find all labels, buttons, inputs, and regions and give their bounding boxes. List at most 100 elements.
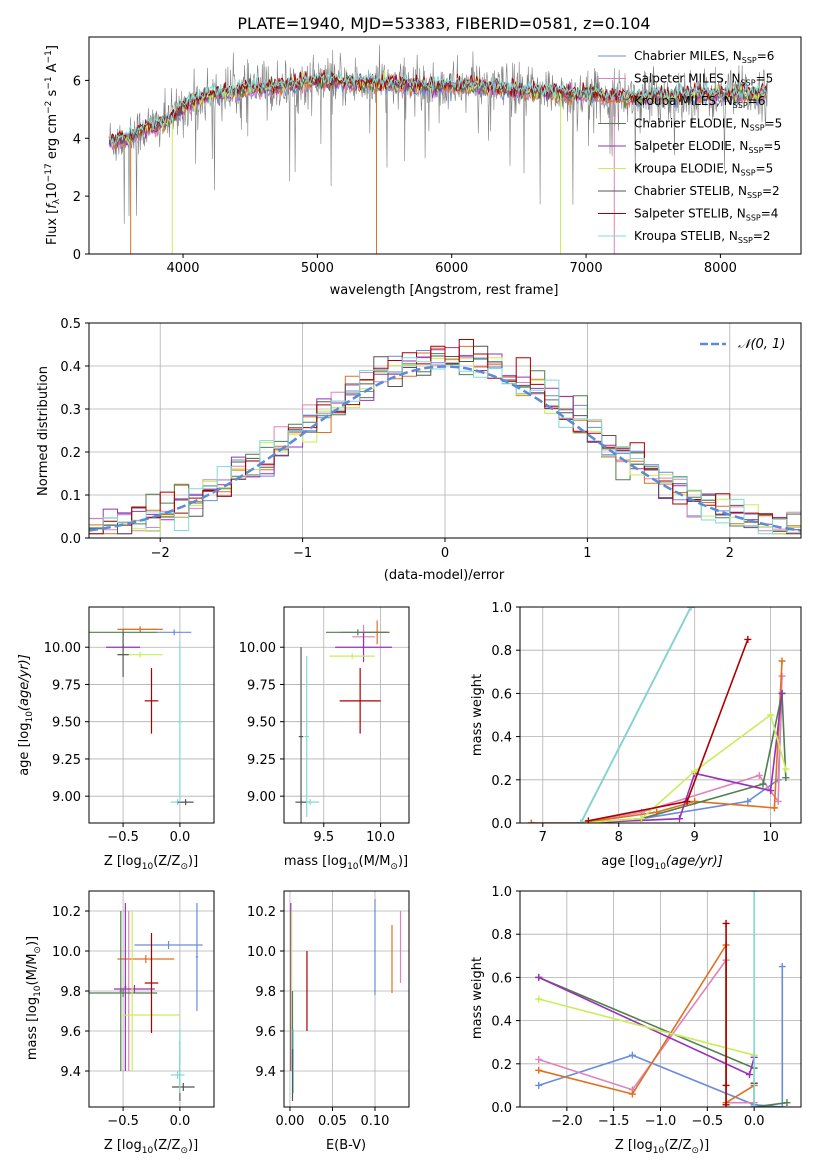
weight-marker-salpeter_stelib — [584, 817, 592, 823]
panel-ticks: −0.5 0.0 9.4 9.6 9.8 10.0 10.2 — [52, 905, 190, 1129]
ytick-label: 9.8 — [60, 985, 81, 1000]
panel-ticks: 7 8 9 10 0.0 0.2 0.4 0.6 0.8 1.0 — [491, 601, 779, 845]
ytick-label: 9.75 — [247, 678, 276, 693]
weight-marker-salpeter_elodie — [535, 973, 543, 981]
xtick-label: −1.5 — [598, 1114, 630, 1129]
weight-line-salpeter_miles — [538, 957, 755, 1104]
xtick-label: −0.5 — [107, 1114, 139, 1129]
spectrum-xtick-label: 4000 — [166, 261, 199, 276]
weight-marker-kroupa_miles — [770, 804, 778, 812]
xtick-label: 10.0 — [366, 830, 395, 845]
weight-line-salpeter_stelib — [588, 639, 749, 822]
xtick-label: 9 — [691, 830, 699, 845]
ytick-label: 0.0 — [491, 817, 512, 832]
ytick-label: 0.2 — [491, 1058, 512, 1073]
weight-marker-chabrier_elodie — [782, 774, 790, 782]
weight-marker-kroupa_elodie — [782, 765, 790, 773]
xtick-label: 7 — [539, 830, 547, 845]
xtick-label: −0.5 — [107, 830, 139, 845]
weight-marker-salpeter_miles — [755, 771, 763, 779]
legend-label-kroupa_miles: Kroupa MILES, NSSP=6 — [634, 94, 765, 110]
weight-marker-salpeter_elodie — [767, 787, 775, 795]
weight-marker-kroupa_miles — [778, 657, 786, 665]
spectrum-ytick-label: 0 — [73, 248, 81, 263]
weight-marker-kroupa_elodie — [691, 767, 699, 775]
legend-label-chabrier_stelib: Chabrier STELIB, NSSP=2 — [634, 184, 780, 200]
age-mass-xlabel: mass [log10(M/M⊙)] — [284, 854, 408, 872]
ytick-label: 10.2 — [52, 905, 81, 920]
model-spectrum-kroupa_stelib — [108, 72, 768, 146]
weight-marker-chabrier_miles — [535, 1081, 543, 1089]
age-vs-mass-panel: 9.5 10.0 9.00 9.25 9.50 9.75 10.00 — [239, 606, 410, 845]
panel-ticks: 9.5 10.0 9.00 9.25 9.50 9.75 10.00 — [239, 641, 395, 845]
ytick-label: 0.8 — [491, 644, 512, 659]
hist-ytick-label: 0.4 — [60, 360, 81, 375]
panel-grid — [284, 607, 409, 823]
hist-xtick-label: 0 — [441, 546, 449, 561]
hist-ytick-label: 0.2 — [60, 446, 81, 461]
ytick-label: 9.25 — [247, 753, 276, 768]
weight-marker-salpeter_stelib — [722, 1101, 730, 1107]
ytick-label: 9.4 — [255, 1065, 276, 1080]
model-spectrum-salpeter_stelib — [108, 70, 768, 142]
xtick-label: −1.0 — [645, 1114, 677, 1129]
residual-xlabel: (data-model)/error — [384, 568, 505, 583]
ytick-label: 9.8 — [255, 985, 276, 1000]
weight-marker-kroupa_miles — [628, 1090, 636, 1098]
weight-marker-kroupa_elodie — [535, 995, 543, 1003]
ytick-label: 10.0 — [52, 945, 81, 960]
panel-grid — [520, 606, 801, 824]
weight-marker-kroupa_miles — [527, 819, 535, 823]
weight-line-salpeter_elodie — [580, 693, 783, 823]
hist-ytick-label: 0.3 — [60, 403, 81, 418]
panel-ticks: 0.00 0.05 0.10 9.4 9.6 9.8 10.0 10.2 — [247, 905, 389, 1129]
spectrum-xtick-label: 8000 — [704, 261, 737, 276]
panel-frame — [283, 890, 410, 1108]
legend-label-kroupa_stelib: Kroupa STELIB, NSSP=2 — [634, 229, 771, 245]
ytick-label: 10.00 — [239, 641, 276, 656]
weight-vs-metallicity-panel: −2.0 −1.5 −1.0 −0.5 0.0 0.0 0.2 0.4 0.6 0.8 1.0 — [491, 885, 802, 1129]
weight-line-salpeter_miles — [531, 676, 783, 823]
residual-ylabel: Normed distribution — [36, 366, 51, 496]
panel-grid — [284, 891, 409, 1107]
xtick-label: 0.0 — [170, 1114, 191, 1129]
spectrum-xtick-label: 5000 — [301, 261, 334, 276]
weight-marker-salpeter_stelib — [744, 635, 752, 643]
panel-frame — [519, 606, 802, 824]
weight-marker-chabrier_miles — [778, 963, 786, 971]
weight-marker-kroupa_stelib — [577, 819, 585, 823]
weight-marker-salpeter_stelib — [683, 797, 691, 805]
spectrum-xtick-label: 6000 — [435, 261, 468, 276]
xtick-label: 0.00 — [275, 1114, 304, 1129]
ytick-label: 0.8 — [491, 928, 512, 943]
weight-marker-kroupa_elodie — [638, 815, 646, 823]
ytick-label: 1.0 — [491, 885, 512, 900]
weight-line-kroupa_miles — [531, 660, 783, 823]
ytick-label: 0.4 — [491, 731, 512, 746]
normal-legend-label: 𝒩(0, 1) — [738, 337, 785, 352]
panel-grid — [520, 890, 801, 1108]
mass-z-xlabel: Z [log10(Z/Z⊙)] — [104, 1138, 198, 1156]
legend-label-salpeter_miles: Salpeter MILES, NSSP=5 — [634, 72, 773, 88]
xtick-label: −0.5 — [692, 1114, 724, 1129]
panel-frame — [88, 890, 215, 1108]
mass-vs-metallicity-panel: −0.5 0.0 9.4 9.6 9.8 10.0 10.2 — [52, 890, 215, 1129]
weight-line-kroupa_stelib — [580, 607, 692, 823]
spectrum-ylabel: Flux [fλ10−17 erg cm−2 s−1 A−1] — [44, 45, 62, 245]
xtick-label: 10 — [762, 830, 779, 845]
xtick-label: 0.05 — [318, 1114, 347, 1129]
ytick-label: 9.6 — [60, 1025, 81, 1040]
ytick-label: 9.25 — [52, 753, 81, 768]
weight-z-xlabel: Z [log10(Z/Z⊙)] — [615, 1138, 709, 1156]
legend-label-salpeter_elodie: Salpeter ELODIE, NSSP=5 — [634, 139, 781, 155]
panel-marks — [290, 899, 402, 1101]
ytick-label: 9.6 — [255, 1025, 276, 1040]
weight-marker-chabrier_elodie — [759, 780, 767, 788]
spectrum-ytick-label: 2 — [73, 190, 81, 205]
panel-marks — [89, 626, 194, 806]
ytick-label: 9.4 — [60, 1065, 81, 1080]
hist-xtick-label: −2 — [151, 546, 170, 561]
ytick-label: 0.0 — [491, 1101, 512, 1116]
weight-marker-salpeter_miles — [774, 797, 782, 805]
